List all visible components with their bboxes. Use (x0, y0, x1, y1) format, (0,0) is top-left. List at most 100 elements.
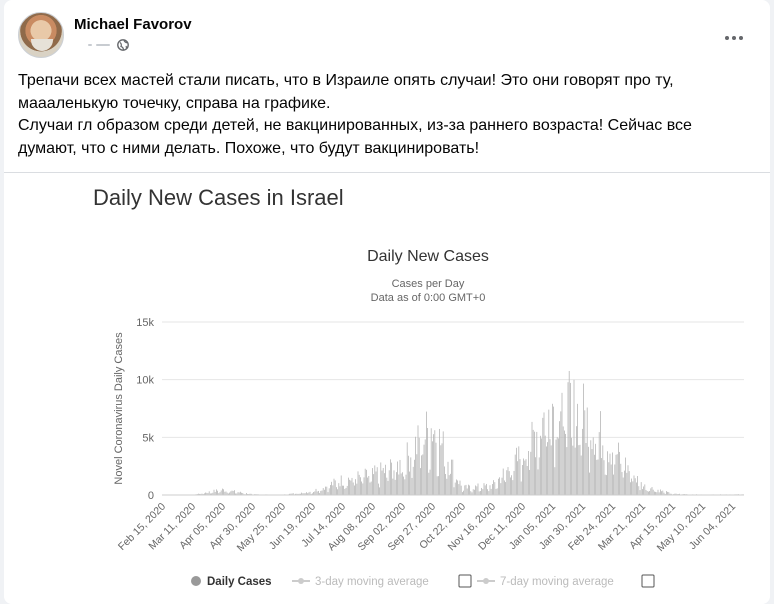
bar (337, 489, 338, 495)
bar (548, 409, 550, 495)
bar (582, 428, 583, 495)
bar (493, 480, 494, 495)
bar (303, 493, 305, 495)
bar (474, 489, 475, 495)
bar (556, 437, 558, 495)
bar (416, 454, 418, 495)
bar (610, 464, 612, 495)
bar (589, 472, 590, 495)
bar (604, 474, 606, 495)
bar (424, 439, 426, 495)
bar (554, 467, 556, 495)
bar (489, 485, 491, 495)
bar (664, 493, 666, 495)
bar (420, 468, 421, 495)
bar (297, 493, 299, 495)
bar (306, 492, 307, 495)
bar (586, 407, 588, 495)
bar (513, 470, 515, 495)
bar (583, 383, 584, 495)
author-name[interactable]: Michael Favorov (74, 16, 192, 33)
bar (507, 467, 509, 495)
legend-checkbox-3day (458, 574, 472, 588)
bar (362, 483, 364, 495)
bar (628, 471, 630, 495)
bar (540, 435, 541, 495)
bar (512, 480, 514, 495)
bar (291, 493, 293, 495)
more-options-button[interactable] (716, 20, 752, 56)
bar (451, 459, 452, 495)
bar (315, 488, 317, 495)
bar (618, 442, 619, 495)
post-meta (74, 38, 134, 54)
bar (405, 474, 407, 495)
bar (316, 491, 318, 495)
bar (633, 475, 635, 495)
bar (376, 467, 378, 495)
bar (398, 474, 400, 495)
bar (576, 426, 577, 495)
bar (658, 492, 660, 495)
bar (453, 487, 455, 495)
bar (607, 451, 608, 495)
bar (379, 487, 380, 495)
bar (666, 491, 667, 495)
bar (202, 493, 204, 495)
bar (222, 488, 223, 495)
bar (298, 493, 300, 495)
bar (211, 493, 212, 495)
bar (651, 487, 653, 495)
bar (217, 490, 218, 495)
bar (625, 457, 626, 495)
bar (225, 491, 227, 495)
legend-label-3day: 3-day moving average (315, 576, 429, 588)
bar (484, 485, 486, 495)
bar (597, 459, 599, 495)
bar (644, 484, 646, 495)
bar (634, 478, 636, 495)
y-tick-label: 15k (136, 317, 154, 329)
bar (585, 443, 587, 495)
bar (216, 489, 217, 495)
avatar[interactable] (18, 12, 64, 58)
timestamp-placeholder[interactable] (88, 44, 92, 46)
bar (649, 490, 650, 495)
bar (322, 488, 324, 495)
bar (434, 430, 436, 495)
bar (363, 477, 365, 495)
bar (572, 445, 574, 495)
bar (476, 486, 478, 495)
bar (226, 492, 228, 495)
bar (393, 470, 395, 495)
bar (374, 465, 376, 495)
bar (438, 476, 439, 495)
legend-marker-daily (191, 576, 201, 586)
bar (481, 487, 482, 495)
bar (205, 492, 206, 495)
bar (348, 477, 349, 495)
globe-icon[interactable] (117, 39, 129, 51)
timestamp-placeholder-2[interactable] (96, 44, 110, 46)
chart-subtitle-2: Data as of 0:00 GMT+0 (371, 292, 486, 304)
post-image[interactable]: Daily New Cases in Israel Daily New Case… (4, 172, 770, 604)
bar (417, 425, 419, 495)
bar (321, 490, 323, 495)
bar (499, 477, 500, 495)
bar (360, 477, 361, 495)
bar (570, 382, 571, 495)
bar (654, 491, 655, 495)
bar (564, 430, 565, 495)
bar (332, 485, 334, 495)
bar (662, 490, 664, 495)
bar (219, 492, 221, 495)
bar (612, 452, 613, 495)
bar (207, 493, 209, 495)
bar (351, 477, 353, 495)
bar (432, 441, 433, 495)
bar (331, 481, 332, 495)
bar (549, 439, 551, 495)
bar (440, 445, 442, 495)
bar (396, 472, 397, 495)
bar (506, 470, 508, 495)
